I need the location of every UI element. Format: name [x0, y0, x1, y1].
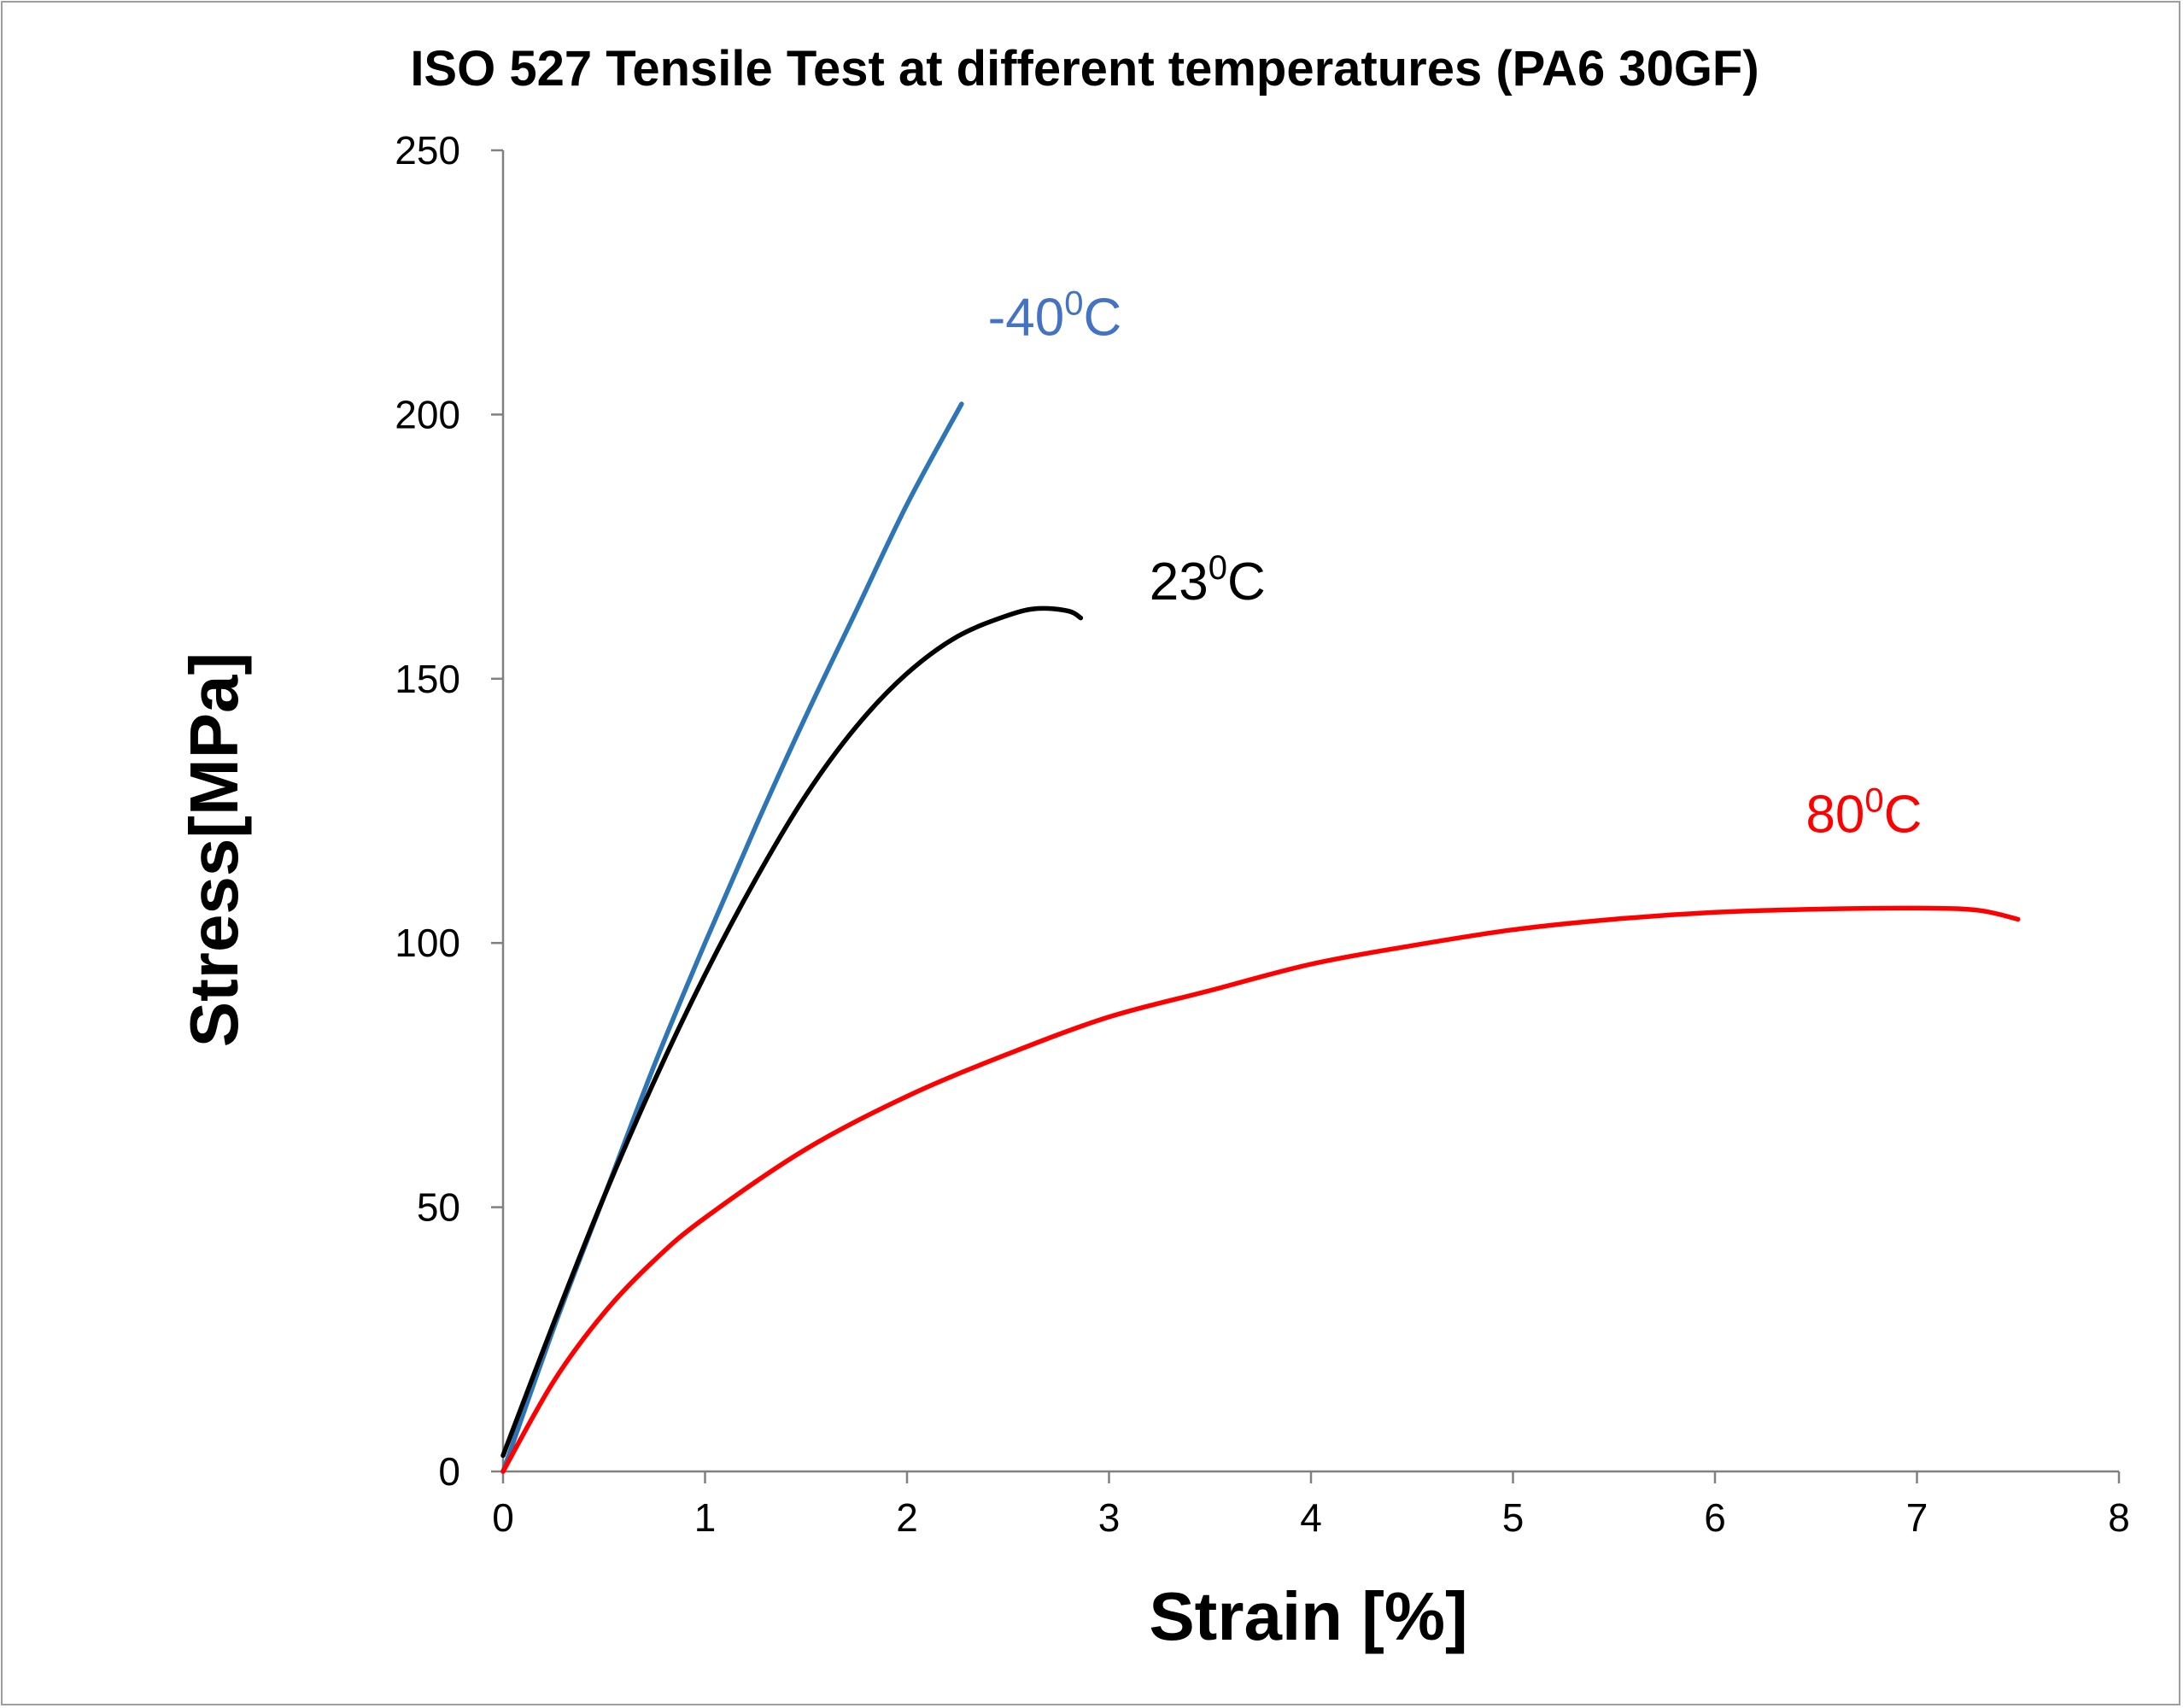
x-tick-label: 4 [1300, 1495, 1322, 1540]
y-tick-label: 150 [395, 657, 460, 701]
y-tick-label: 250 [395, 128, 460, 173]
series-line-1 [500, 605, 1084, 1459]
series-label-0: -400C [988, 285, 1122, 348]
series-label-2: 800C [1806, 781, 1922, 844]
y-tick-label: 50 [417, 1185, 460, 1230]
x-tick-label: 7 [1906, 1495, 1928, 1540]
x-tick-label: 1 [694, 1495, 717, 1540]
series-lines [500, 401, 2021, 1474]
chart-title: ISO 527 Tensile Test at different temper… [410, 41, 1759, 97]
y-tick-label: 100 [395, 921, 460, 965]
x-tick-label: 3 [1098, 1495, 1121, 1540]
series-labels: -400C 230C 800C [988, 285, 1923, 845]
y-tick-label: 0 [438, 1449, 460, 1494]
y-axis-title: Stress[MPa] [176, 652, 252, 1047]
x-axis-title: Strain [%] [1149, 1578, 1467, 1654]
series-label-1: 230C [1150, 549, 1266, 611]
series-line-2 [500, 905, 2021, 1474]
x-tick-label: 6 [1704, 1495, 1726, 1540]
x-tick-label: 8 [2108, 1495, 2130, 1540]
x-tick-label: 0 [492, 1495, 514, 1540]
tick-labels: 0 1 2 3 4 5 6 7 8 0 50 100 150 200 250 [395, 128, 2130, 1540]
series-line-0 [500, 401, 964, 1474]
axes [491, 149, 2121, 1483]
x-tick-label: 2 [896, 1495, 918, 1540]
x-tick-label: 5 [1502, 1495, 1525, 1540]
y-tick-label: 200 [395, 392, 460, 436]
